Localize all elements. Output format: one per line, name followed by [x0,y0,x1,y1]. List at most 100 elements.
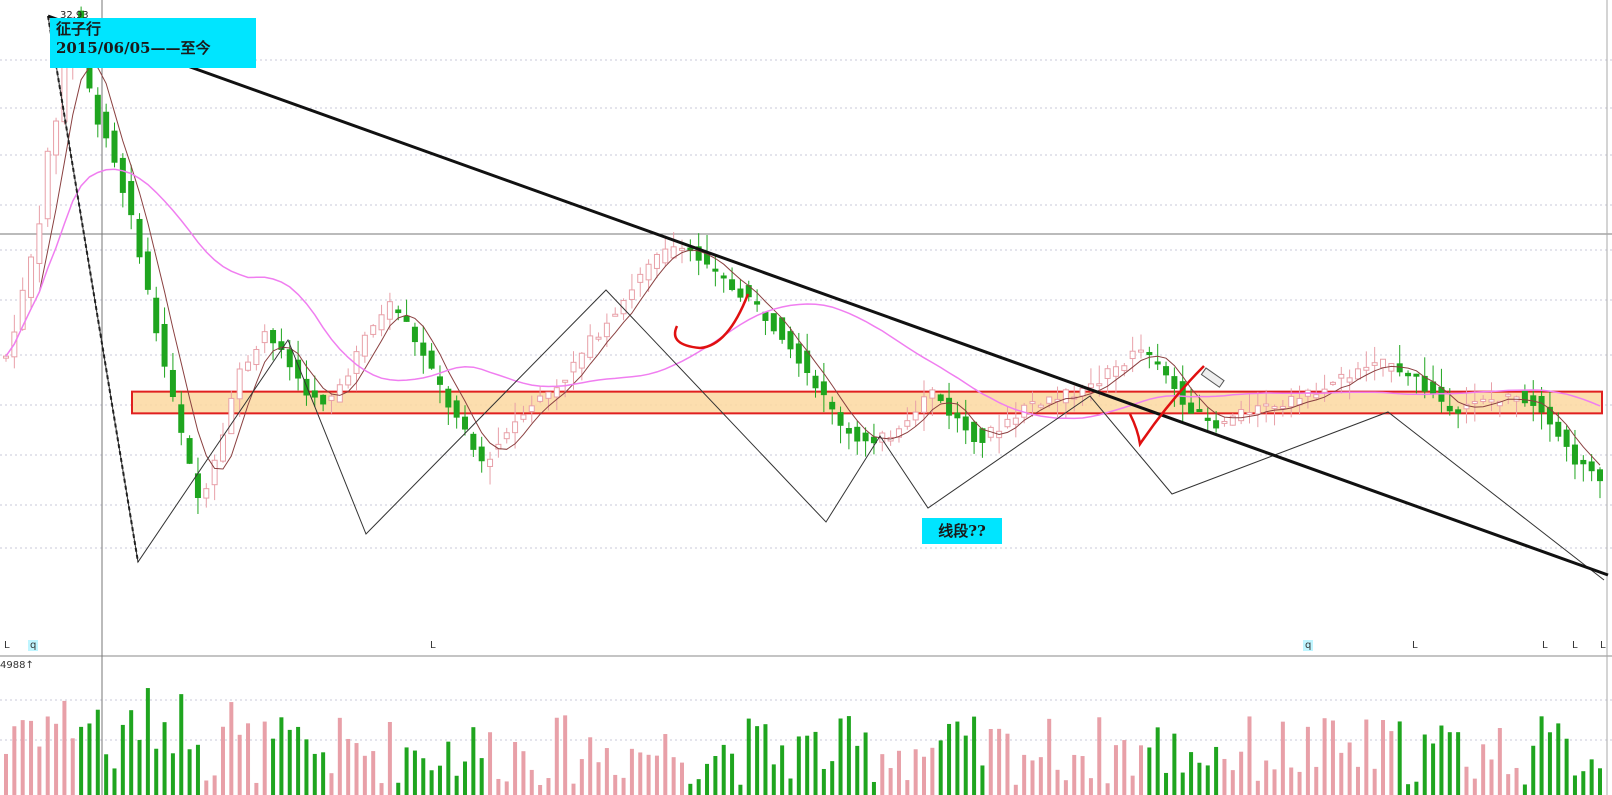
candle-body [503,432,510,440]
candle-body [1505,393,1512,397]
candle-body [94,94,101,125]
volume-bar [1439,725,1444,795]
volume-bar [29,720,34,795]
volume-bar [1047,718,1052,795]
volume-bar [488,732,493,795]
candle-body [253,349,260,366]
volume-bar [913,749,918,795]
volume-bar [396,782,401,795]
volume-bar [1397,721,1402,795]
volume-bar [1464,766,1469,795]
volume-bar [1072,754,1077,795]
volume-bar [1589,759,1594,795]
candle-body [1046,396,1053,404]
candle-body [612,313,619,317]
volume-bar [780,745,785,795]
volume-bar [504,781,509,795]
volume-bar [429,770,434,795]
candle-body [1254,405,1261,415]
candle-body [1396,363,1403,373]
candle-body [386,301,393,320]
volume-bar [1514,767,1519,795]
volume-bar [12,726,17,795]
volume-bar [37,746,42,795]
candle-body [1221,420,1228,424]
volume-bar [938,740,943,795]
volume-bar [1389,731,1394,795]
pen-cursor-icon [1200,367,1225,388]
volume-bar [1598,768,1602,795]
candle-body [1338,373,1345,379]
candle-body [603,322,610,338]
candle-body [1154,361,1161,365]
volume-bar [1113,745,1118,795]
candle-body [687,247,694,252]
candle-body [1430,381,1437,394]
volume-bar [947,723,952,795]
volume-bar [679,762,684,795]
volume-bar [1497,728,1502,795]
volume-bar [521,751,526,795]
volume-bar [1214,746,1219,795]
candle-body [1171,376,1178,389]
volume-bar [571,783,576,795]
volume-bar [129,710,134,795]
volume-bar [1205,765,1210,795]
volume-bar [212,775,217,795]
segment-question-label: 线段?? [922,518,1002,544]
candle-body [570,361,577,373]
time-mark: L [430,640,436,651]
candle-body [395,309,402,314]
volume-bar [179,694,184,795]
candle-body [637,273,644,283]
volume-bar [1347,742,1352,795]
candle-body [270,330,277,344]
volume-bar [137,739,142,795]
volume-bar [671,757,676,795]
volume-bar [805,735,810,795]
volume-bar [738,784,743,795]
volume-bar [346,738,351,795]
volume-bar [1122,740,1127,795]
volume-bar [195,744,200,795]
candle-body [1321,388,1328,393]
ma-short-line [5,66,1601,470]
candle-body [320,394,327,405]
period-line-2: 2015/06/05——至今 [56,39,211,57]
candle-body [53,120,60,156]
volume-bar [1189,752,1194,795]
candle-body [236,368,243,400]
volume-bar [871,781,876,795]
volume-bar [1456,732,1461,795]
candle-body [445,388,452,408]
candle-body [1121,365,1128,371]
candle-body [870,436,877,444]
candle-body [1029,401,1036,405]
candle-body [912,411,919,421]
volume-bar [237,734,242,795]
candle-body [428,350,435,369]
time-mark: L [1542,640,1548,651]
time-mark: L [1572,640,1578,651]
candle-body [1012,417,1019,425]
candle-body [336,384,343,403]
candle-body [678,247,685,251]
candle-body [1288,395,1295,408]
volume-bar [988,729,993,795]
volume-bar [204,780,209,795]
volume-bar [788,778,793,795]
candle-body [537,395,544,402]
volume-bar [855,745,860,795]
volume-bar [1239,751,1244,795]
volume-bar [755,726,760,795]
volume-bar [421,758,426,795]
candle-body [904,420,911,427]
volume-bar [538,784,543,795]
candle-body [712,268,719,272]
volume-bar [120,724,125,795]
volume-bar [771,764,776,795]
candle-body [862,432,869,442]
candle-body [545,391,552,399]
candle-body [820,381,827,396]
volume-bar [1264,760,1269,795]
